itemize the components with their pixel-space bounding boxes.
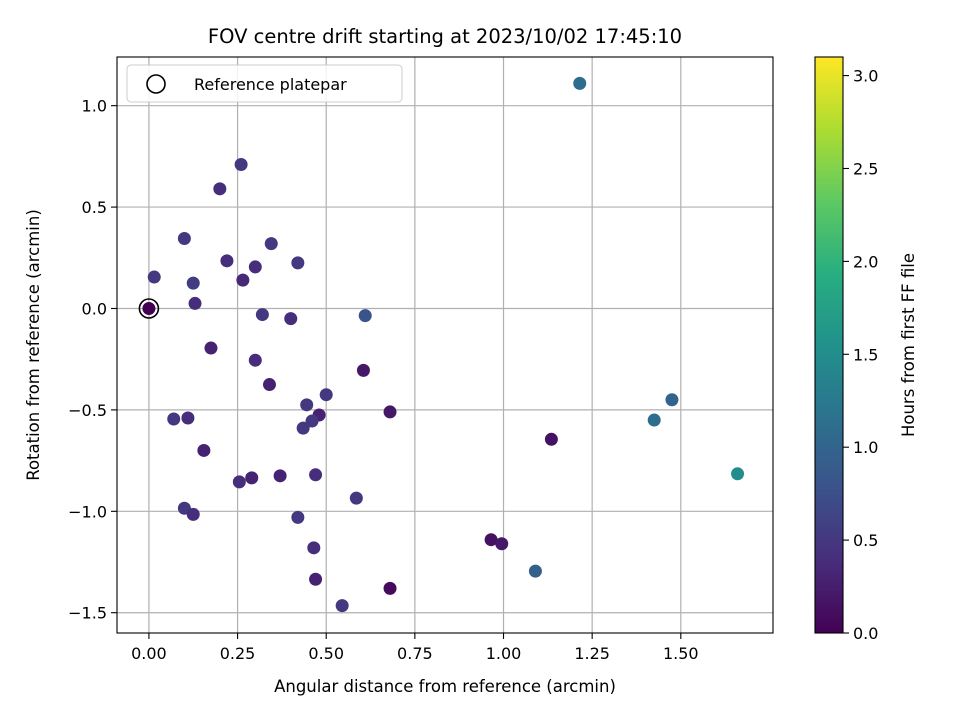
x-tick-label: 0.50: [308, 644, 344, 663]
y-axis-label: Rotation from reference (arcmin): [24, 209, 43, 481]
reference-point: [138, 298, 160, 319]
data-point: [248, 260, 262, 274]
legend-box: [126, 64, 403, 103]
data-point: [142, 301, 156, 315]
data-points: [142, 76, 745, 613]
data-point: [573, 76, 587, 90]
data-point: [204, 341, 218, 355]
data-point: [291, 510, 305, 524]
data-point: [296, 421, 310, 435]
data-point: [307, 541, 321, 555]
data-point: [647, 413, 661, 427]
colorbar-tick-label: 3.0: [853, 67, 878, 86]
colorbar-tick-label: 1.0: [853, 438, 878, 457]
data-point: [177, 232, 191, 246]
data-point: [236, 273, 250, 287]
x-tick-label: 0.00: [131, 644, 167, 663]
data-point: [255, 308, 269, 322]
x-tick-label: 0.25: [220, 644, 256, 663]
chart-title: FOV centre drift starting at 2023/10/02 …: [208, 25, 682, 48]
data-point: [356, 363, 370, 377]
colorbar-tick-label: 1.5: [853, 345, 878, 364]
x-tick-label: 1.25: [574, 644, 610, 663]
x-tick-label: 1.50: [663, 644, 699, 663]
x-tick-label: 1.00: [486, 644, 522, 663]
data-point: [305, 414, 319, 428]
colorbar-label: Hours from first FF file: [899, 253, 918, 437]
data-point: [197, 443, 211, 457]
data-point: [188, 296, 202, 310]
y-tick-label: −1.0: [68, 502, 107, 521]
x-axis-label: Angular distance from reference (arcmin): [274, 677, 616, 696]
data-point: [284, 312, 298, 326]
data-point: [213, 182, 227, 196]
data-point: [186, 276, 200, 290]
data-point: [167, 412, 181, 426]
data-point: [273, 469, 287, 483]
data-point: [335, 599, 349, 613]
data-point: [544, 432, 558, 446]
y-axis-ticks: 1.0 0.5 0.0 −0.5 −1.0 −1.5: [68, 97, 117, 623]
colorbar-tick-label: 0.5: [853, 531, 878, 550]
data-point: [495, 537, 509, 551]
data-point: [358, 309, 372, 323]
legend-label-reference: Reference platepar: [194, 75, 347, 94]
data-point: [484, 533, 498, 547]
y-tick-label: −0.5: [68, 401, 107, 420]
colorbar-tick-label: 2.0: [853, 252, 878, 271]
colorbar: 0.0 0.5 1.0 1.5 2.0 2.5 3.0 Hours from first F…: [814, 56, 918, 643]
data-point: [528, 564, 542, 578]
legend: Reference platepar: [126, 64, 403, 103]
data-point: [665, 393, 679, 407]
data-point: [731, 467, 745, 481]
data-point: [181, 411, 195, 425]
data-point: [262, 378, 276, 392]
data-point: [186, 507, 200, 521]
data-point: [291, 256, 305, 270]
data-point: [147, 270, 161, 284]
x-tick-label: 0.75: [397, 644, 433, 663]
y-tick-label: 0.5: [82, 198, 107, 217]
y-tick-label: 1.0: [82, 97, 107, 116]
grid: [117, 57, 773, 633]
colorbar-ticks: 0.0 0.5 1.0 1.5 2.0 2.5 3.0: [843, 67, 878, 643]
data-point: [234, 157, 248, 171]
data-point: [248, 353, 262, 367]
legend-reference-marker: [146, 74, 166, 94]
data-point: [264, 237, 278, 251]
data-point: [349, 491, 363, 505]
data-point: [383, 581, 397, 595]
colorbar-gradient: [814, 56, 844, 634]
data-point: [232, 475, 246, 489]
plot-frame: [116, 56, 774, 634]
data-point: [220, 254, 234, 268]
y-tick-label: 0.0: [82, 299, 107, 318]
x-axis-ticks: 0.00 0.25 0.50 0.75 1.00 1.25 1.50: [131, 633, 699, 663]
data-point: [383, 405, 397, 419]
data-point: [319, 388, 333, 402]
colorbar-tick-label: 0.0: [853, 624, 878, 643]
reference-marker: [138, 298, 160, 319]
data-point: [309, 572, 323, 586]
colorbar-tick-label: 2.5: [853, 159, 878, 178]
y-tick-label: −1.5: [68, 604, 107, 623]
data-point: [300, 398, 314, 412]
data-point: [245, 471, 259, 485]
data-point: [309, 468, 323, 482]
